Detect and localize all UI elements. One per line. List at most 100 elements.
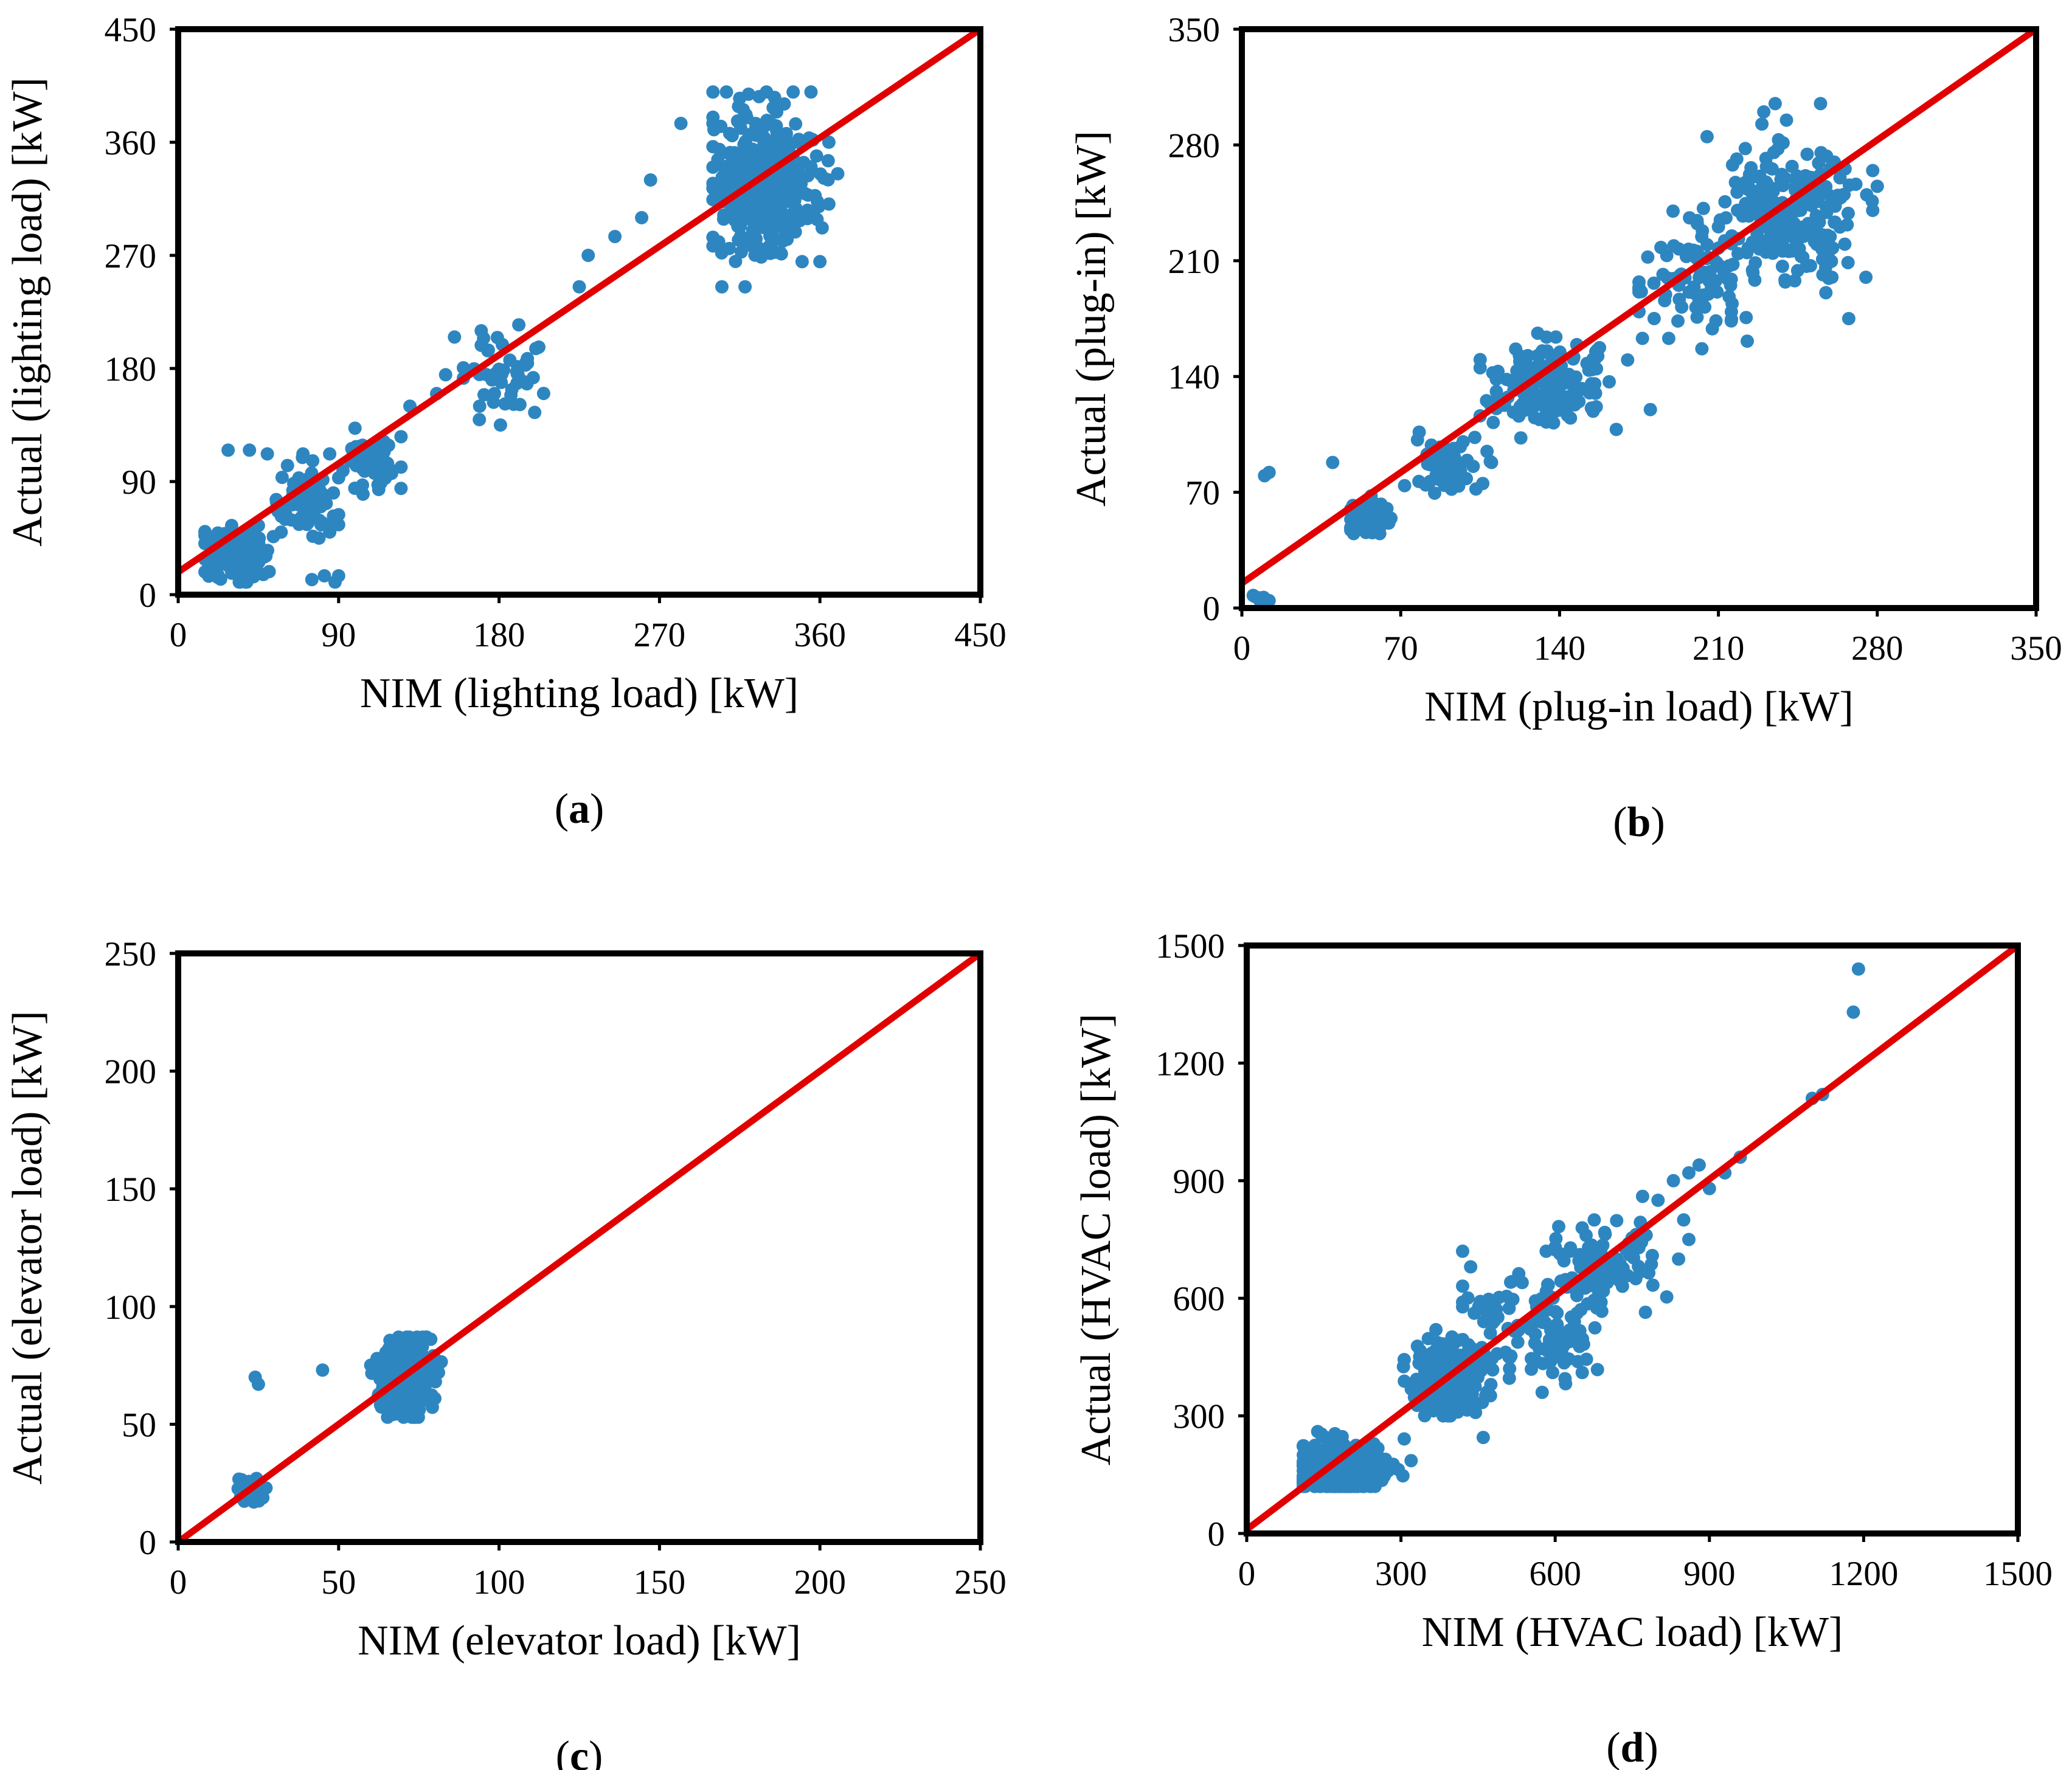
y-tick-label-b-0: 0	[1203, 590, 1221, 628]
y-tick-label-d-2: 600	[1173, 1280, 1225, 1318]
scatter-point-a-290	[526, 371, 540, 385]
scatter-point-b-391	[1671, 314, 1685, 328]
panel-d: 0 300 600 900 1200 1500 0 300 600 900 1200 1500 NI…	[1073, 927, 2053, 1770]
scatter-point-b-646	[1609, 423, 1623, 437]
scatter-point-b-621	[1759, 151, 1773, 165]
plot-frame-c	[175, 950, 983, 1545]
scatter-point-d-816	[1635, 1235, 1649, 1249]
scatter-point-b-639	[1790, 169, 1804, 183]
scatter-point-d-814	[1660, 1290, 1674, 1304]
scatter-point-b-392	[1724, 314, 1738, 328]
y-ticks-d: 0 300 600 900 1200 1500	[1156, 927, 1247, 1554]
scatter-point-a-677	[736, 103, 750, 117]
scatter-point-a-692	[765, 232, 779, 246]
scatter-point-c-432	[425, 1363, 439, 1377]
scatter-point-b-471	[1740, 246, 1754, 260]
scatter-point-d-863	[1692, 1158, 1706, 1172]
scatter-point-a-721	[221, 443, 235, 457]
scatter-point-d-627	[1421, 1372, 1434, 1386]
scatter-point-b-500	[1819, 286, 1833, 300]
scatter-point-b-360	[1709, 314, 1723, 328]
scatter-point-b-258	[1486, 415, 1500, 429]
scatter-point-d-367	[1335, 1429, 1349, 1443]
scatter-point-b-140	[1428, 486, 1441, 500]
scatter-point-a-113	[306, 454, 320, 468]
x-tick-label-d-3: 900	[1683, 1555, 1736, 1593]
scatter-point-a-628	[729, 255, 743, 268]
scatter-point-a-703	[774, 247, 788, 261]
scatter-point-d-862	[1682, 1166, 1696, 1180]
scatter-point-a-736	[474, 324, 488, 337]
x-tick-label-c-3: 150	[634, 1563, 686, 1602]
panel-letter-d: d	[1621, 1724, 1644, 1770]
scatter-point-b-491	[1838, 237, 1852, 251]
scatter-point-b-359	[1661, 331, 1675, 345]
scatter-point-b-91	[1356, 515, 1370, 529]
x-axis-label-b: NIM (plug-in load) [kW]	[1424, 683, 1854, 730]
scatter-point-b-637	[1777, 212, 1791, 226]
scatter-point-b-484	[1842, 206, 1855, 220]
scatter-point-b-147	[1443, 465, 1457, 479]
scatter-point-d-727	[1562, 1335, 1576, 1349]
scatter-point-d-859	[1575, 1221, 1589, 1235]
y-tick-label-c-5: 250	[105, 935, 157, 973]
scatter-point-a-194	[394, 430, 408, 444]
x-tick-label-b-0: 0	[1233, 629, 1251, 668]
scatter-point-b-121	[1466, 460, 1480, 473]
scatter-point-d-373	[1297, 1454, 1310, 1468]
fit-line-b	[1239, 26, 2039, 586]
scatter-point-a-753	[813, 255, 827, 269]
scatter-point-d-723	[1557, 1356, 1571, 1370]
scatter-point-b-339	[1700, 238, 1714, 252]
scatter-point-b-634	[1810, 237, 1824, 251]
scatter-point-d-714	[1456, 1279, 1469, 1293]
scatter-point-a-175	[280, 458, 294, 472]
scatter-point-b-614	[1753, 169, 1767, 183]
scatter-point-d-634	[1469, 1398, 1483, 1412]
scatter-point-d-736	[1456, 1372, 1469, 1386]
scatter-point-a-249	[394, 460, 408, 474]
scatter-point-d-757	[1481, 1304, 1495, 1318]
y-tick-label-d-1: 300	[1173, 1398, 1225, 1436]
scatter-point-a-711	[764, 196, 778, 210]
scatter-point-b-638	[1794, 230, 1808, 244]
x-tick-label-d-4: 1200	[1829, 1555, 1898, 1593]
scatter-point-b-310	[1509, 342, 1523, 356]
panel-letter-b: b	[1627, 799, 1651, 846]
scatter-point-a-97	[230, 538, 244, 551]
panel-b: 0 70 140 210 280 350 0 70 140 210 280 350 NIM (plu…	[1068, 11, 2062, 846]
scatter-point-b-277	[1554, 399, 1568, 413]
scatter-point-b-283	[1536, 344, 1549, 358]
scatter-point-a-417	[719, 85, 733, 99]
scatter-point-d-372	[1311, 1425, 1325, 1439]
scatter-point-c-64	[235, 1473, 249, 1487]
y-ticks-a: 0 90 180 270 360 450	[105, 11, 178, 615]
x-tick-label-a-3: 270	[634, 616, 686, 654]
scatter-point-b-582	[1719, 211, 1733, 225]
scatter-point-a-287	[536, 387, 550, 401]
scatter-point-d-860	[1651, 1194, 1665, 1207]
scatter-point-b-598	[1796, 251, 1810, 264]
scatter-point-b-299	[1589, 386, 1603, 400]
x-tick-label-a-1: 90	[321, 616, 356, 654]
scatter-point-a-245	[377, 444, 391, 458]
scatter-point-b-643	[1262, 466, 1276, 479]
y-tick-label-b-5: 350	[1168, 11, 1221, 49]
scatter-point-c-325	[364, 1358, 378, 1372]
scatter-point-a-630	[751, 213, 765, 227]
scatter-point-a-260	[477, 388, 491, 402]
scatter-point-a-247	[355, 454, 369, 468]
scatter-point-a-738	[572, 280, 586, 294]
scatter-point-d-122	[1396, 1469, 1410, 1483]
fit-line-c	[176, 950, 983, 1545]
scatter-point-b-618	[1820, 206, 1834, 220]
scatter-point-a-289	[495, 367, 509, 381]
y-tick-label-a-0: 0	[139, 576, 157, 615]
panel-c: 0 50 100 150 200 250 0 50 100 150 200 250 NIM (ele…	[4, 935, 1007, 1770]
scatter-point-d-764	[1573, 1324, 1587, 1338]
scatter-point-c-475	[379, 1346, 393, 1360]
y-tick-label-c-1: 50	[122, 1406, 156, 1444]
scatter-point-b-384	[1687, 280, 1701, 294]
scatter-point-a-714	[737, 137, 751, 151]
scatter-point-a-744	[706, 117, 720, 130]
